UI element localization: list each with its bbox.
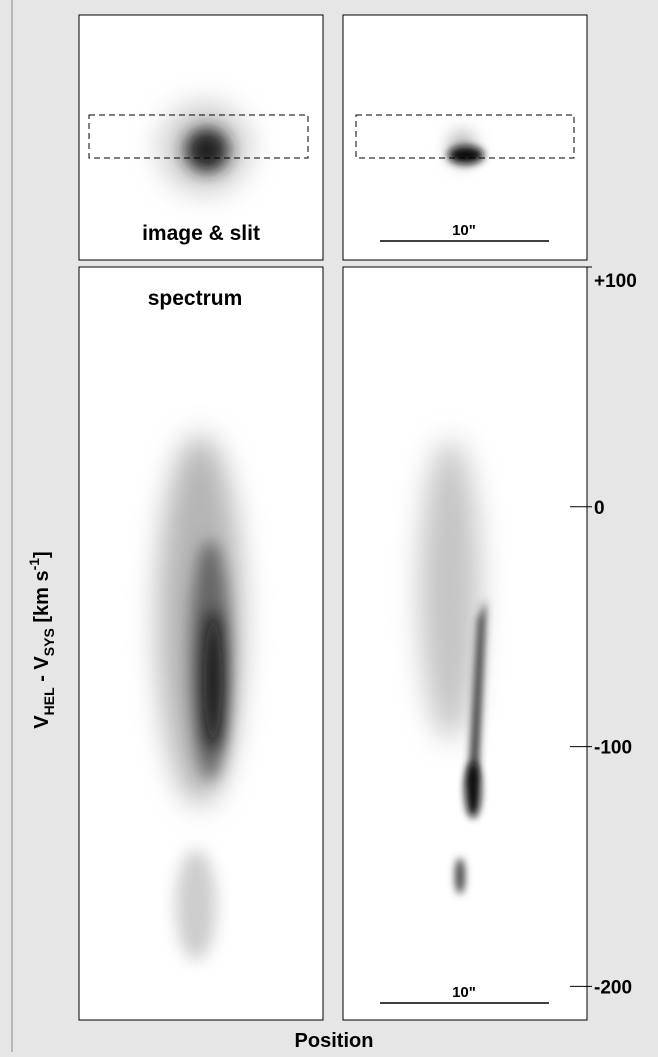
scale-bar-label: 10" <box>452 222 476 239</box>
y-tick-label: +100 <box>594 271 637 292</box>
y-axis-label: VHEL - VSYS [km s-1] <box>26 551 57 728</box>
panel-label: spectrum <box>148 287 243 310</box>
panel-label: image & slit <box>142 222 260 245</box>
figure: image & slit spectrum 10" 10" Position V… <box>0 0 658 1052</box>
page: {"chart_data": {"type": "image-panels", … <box>0 0 658 1052</box>
image-blob <box>160 103 250 193</box>
scale-bar-label: 10" <box>452 984 476 1001</box>
y-tick-label: -100 <box>594 738 632 759</box>
y-tick-label: -200 <box>594 977 632 998</box>
x-axis-label: Position <box>295 1030 374 1052</box>
y-tick-label: 0 <box>594 498 605 519</box>
